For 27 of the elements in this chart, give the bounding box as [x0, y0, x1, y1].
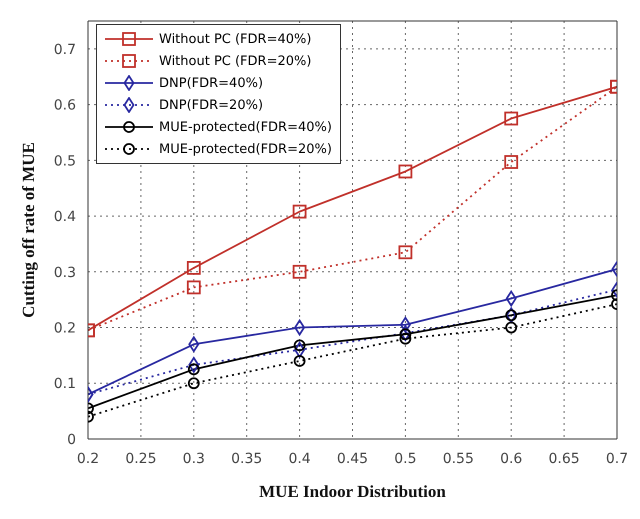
x-axis-title: MUE Indoor Distribution: [259, 482, 446, 501]
x-tick-label: 0.45: [336, 450, 368, 467]
x-tick-label: 0.25: [125, 450, 156, 467]
y-tick-label: 0.3: [54, 264, 76, 281]
x-tick-label: 0.3: [182, 450, 205, 467]
legend-label: DNP(FDR=40%): [159, 76, 264, 90]
x-tick-label: 0.5: [394, 450, 417, 467]
y-axis-title: Cutting off rate of MUE: [19, 142, 38, 318]
x-tick-label: 0.55: [442, 450, 474, 467]
legend-label: Without PC (FDR=20%): [159, 54, 312, 68]
y-tick-label: 0.4: [54, 209, 76, 226]
legend-label: Without PC (FDR=40%): [159, 32, 312, 46]
y-tick-label: 0.2: [54, 320, 76, 337]
x-tick-label: 0.6: [500, 450, 522, 467]
y-tick-label: 0.7: [54, 42, 76, 58]
legend-label: MUE-protected(FDR=40%): [159, 120, 332, 134]
x-tick-label: 0.4: [288, 450, 311, 467]
y-tick-label: 0.6: [54, 98, 76, 114]
legend-label: MUE-protected(FDR=20%): [159, 142, 332, 156]
y-tick-label: 0.1: [54, 376, 76, 392]
x-tick-label: 0.35: [231, 450, 262, 467]
y-tick-label: 0: [67, 432, 76, 448]
x-tick-label: 0.7: [606, 450, 628, 467]
x-tick-label: 0.65: [548, 450, 580, 467]
legend-label: DNP(FDR=20%): [159, 98, 264, 112]
x-tick-label: 0.2: [76, 450, 100, 467]
y-tick-label: 0.5: [54, 153, 76, 170]
